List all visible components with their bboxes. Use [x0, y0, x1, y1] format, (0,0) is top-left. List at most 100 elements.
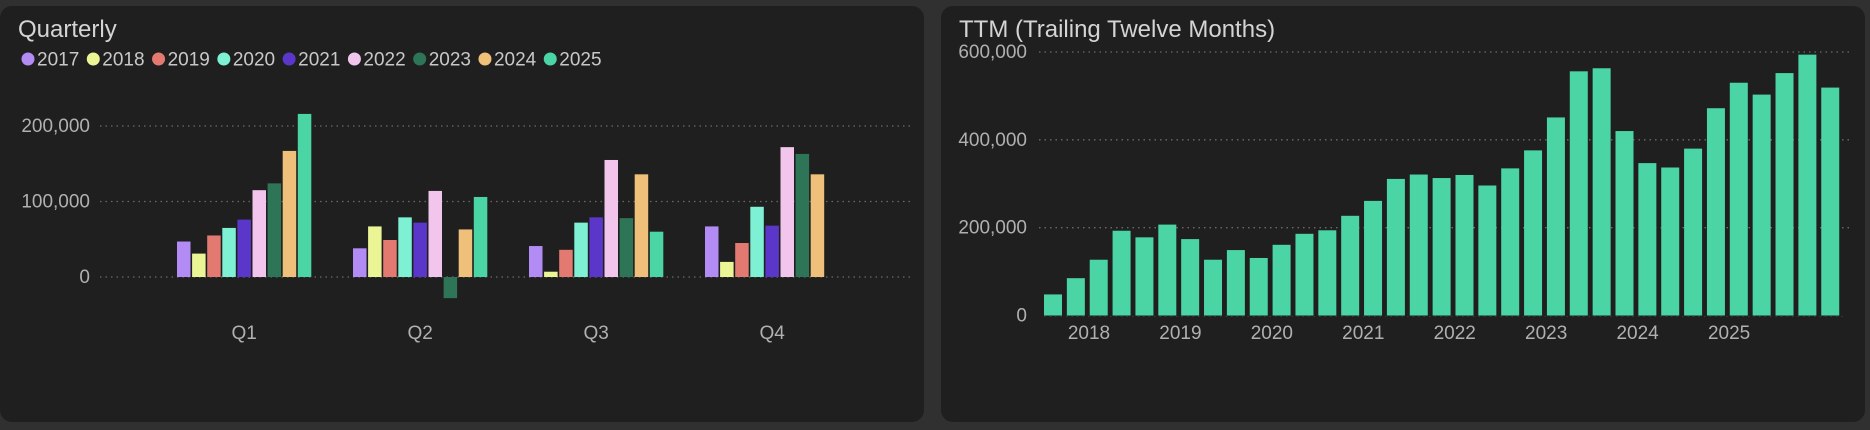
- x-tick-label: Q2: [407, 323, 432, 344]
- bar-2017-Q3: [529, 246, 543, 277]
- bar-2019-Q1: [207, 235, 221, 277]
- x-tick-label: 2022: [1434, 323, 1476, 344]
- bar-ttm: [1638, 163, 1657, 316]
- y-tick-label: 0: [1016, 306, 1027, 327]
- legend-marker-2017[interactable]: [21, 52, 35, 66]
- bar-2024-Q1: [282, 150, 297, 277]
- bar-ttm: [1409, 174, 1428, 316]
- bar-ttm: [1706, 108, 1725, 316]
- bar-ttm: [1044, 294, 1062, 316]
- bar-2018-Q2: [368, 226, 382, 277]
- legend-label-2019[interactable]: 2019: [168, 50, 210, 71]
- bar-ttm: [1386, 178, 1405, 316]
- quarterly-chart: 0 100,000 200,000 2017 2018 2019 2020 2021 2022 2…: [21, 50, 910, 344]
- x-tick-label: 2023: [1525, 323, 1567, 344]
- bar-2021-Q1: [237, 219, 251, 277]
- bar-2022-Q3: [604, 159, 618, 277]
- bar-2017-Q1: [177, 241, 191, 277]
- bar-ttm: [1455, 174, 1474, 316]
- bar-2023-Q2: [443, 277, 458, 299]
- bar-2021-Q2: [413, 222, 427, 277]
- legend-marker-2023[interactable]: [413, 52, 427, 66]
- x-tick-label: Q1: [231, 323, 256, 344]
- bar-2020-Q3: [574, 222, 588, 277]
- legend-label-2021[interactable]: 2021: [298, 50, 340, 71]
- legend-label-2025[interactable]: 2025: [559, 50, 601, 71]
- bar-ttm: [1432, 178, 1451, 316]
- legend-marker-2019[interactable]: [152, 52, 166, 66]
- bar-ttm: [1226, 250, 1245, 316]
- bar-ttm: [1478, 185, 1497, 316]
- x-tick-label: 2019: [1159, 323, 1201, 344]
- legend-label-2020[interactable]: 2020: [233, 50, 275, 71]
- x-tick-label: 2018: [1068, 323, 1110, 344]
- bar-ttm: [1752, 94, 1771, 316]
- bar-2017-Q4: [705, 226, 719, 277]
- x-tick-label: 2025: [1708, 323, 1750, 344]
- ttm-chart-title: TTM (Trailing Twelve Months): [959, 16, 1276, 43]
- legend-label-2024[interactable]: 2024: [494, 50, 537, 71]
- bar-ttm: [1821, 87, 1840, 316]
- bar-2025-Q1: [297, 113, 312, 277]
- legend-label-2018[interactable]: 2018: [102, 50, 144, 71]
- bar-2020-Q1: [222, 227, 236, 277]
- bar-ttm: [1729, 82, 1748, 316]
- bar-ttm: [1272, 244, 1291, 316]
- x-tick-label: 2021: [1342, 323, 1384, 344]
- bar-2023-Q4: [795, 153, 810, 277]
- bar-2021-Q4: [765, 225, 779, 277]
- bar-2023-Q1: [267, 183, 282, 277]
- bar-ttm: [1775, 73, 1794, 316]
- bar-2024-Q2: [458, 229, 473, 277]
- legend-label-2022[interactable]: 2022: [363, 50, 405, 71]
- bar-2017-Q2: [353, 248, 367, 277]
- bar-2018-Q1: [192, 253, 206, 277]
- y-tick-label: 100,000: [21, 192, 90, 213]
- bar-ttm: [1798, 54, 1817, 316]
- y-tick-label: 400,000: [958, 130, 1027, 151]
- legend-label-2017[interactable]: 2017: [37, 50, 79, 71]
- quarterly-chart-panel: Quarterly 0 100,000 200,000 2017 2018 2019 202…: [0, 6, 924, 422]
- bar-ttm: [1364, 200, 1383, 316]
- bar-ttm: [1615, 131, 1634, 316]
- bar-2019-Q4: [735, 243, 749, 277]
- x-tick-label: 2020: [1251, 323, 1293, 344]
- legend-marker-2018[interactable]: [86, 52, 100, 66]
- bar-2025-Q2: [473, 196, 488, 277]
- legend-label-2023[interactable]: 2023: [429, 50, 471, 71]
- x-tick-label: Q3: [583, 323, 608, 344]
- quarterly-chart-title: Quarterly: [18, 16, 117, 43]
- bar-ttm: [1684, 148, 1703, 316]
- bar-2019-Q3: [559, 249, 573, 277]
- bar-2019-Q2: [383, 240, 397, 277]
- bar-ttm: [1135, 237, 1154, 316]
- bar-2021-Q3: [589, 217, 603, 277]
- bar-2025-Q3: [649, 231, 664, 277]
- legend-marker-2025[interactable]: [543, 52, 557, 66]
- legend-marker-2024[interactable]: [478, 52, 492, 66]
- legend-marker-2021[interactable]: [282, 52, 296, 66]
- bar-ttm: [1112, 230, 1131, 316]
- y-tick-label: 200,000: [21, 116, 90, 137]
- legend-marker-2022[interactable]: [347, 52, 361, 66]
- bar-ttm: [1089, 259, 1108, 316]
- bar-2022-Q4: [780, 147, 794, 277]
- legend-marker-2020[interactable]: [217, 52, 231, 66]
- bar-ttm: [1204, 259, 1223, 316]
- bar-2023-Q3: [619, 218, 634, 277]
- bar-2024-Q4: [810, 174, 825, 277]
- bar-ttm: [1295, 233, 1314, 316]
- ttm-chart: 0 200,000 400,000 600,000 2018 2019 2020 2021 20…: [958, 42, 1851, 344]
- ttm-chart-panel: TTM (Trailing Twelve Months) 0 200,000 400…: [941, 6, 1865, 422]
- y-tick-label: 0: [79, 267, 90, 288]
- bar-ttm: [1249, 257, 1268, 316]
- bar-2022-Q1: [252, 190, 266, 277]
- bar-ttm: [1181, 239, 1200, 316]
- bar-2024-Q3: [634, 174, 649, 277]
- bar-2018-Q3: [544, 271, 558, 277]
- bar-ttm: [1341, 215, 1360, 316]
- bar-ttm: [1546, 117, 1565, 316]
- bar-ttm: [1066, 278, 1085, 316]
- bar-2020-Q4: [750, 206, 764, 277]
- bar-ttm: [1592, 68, 1611, 316]
